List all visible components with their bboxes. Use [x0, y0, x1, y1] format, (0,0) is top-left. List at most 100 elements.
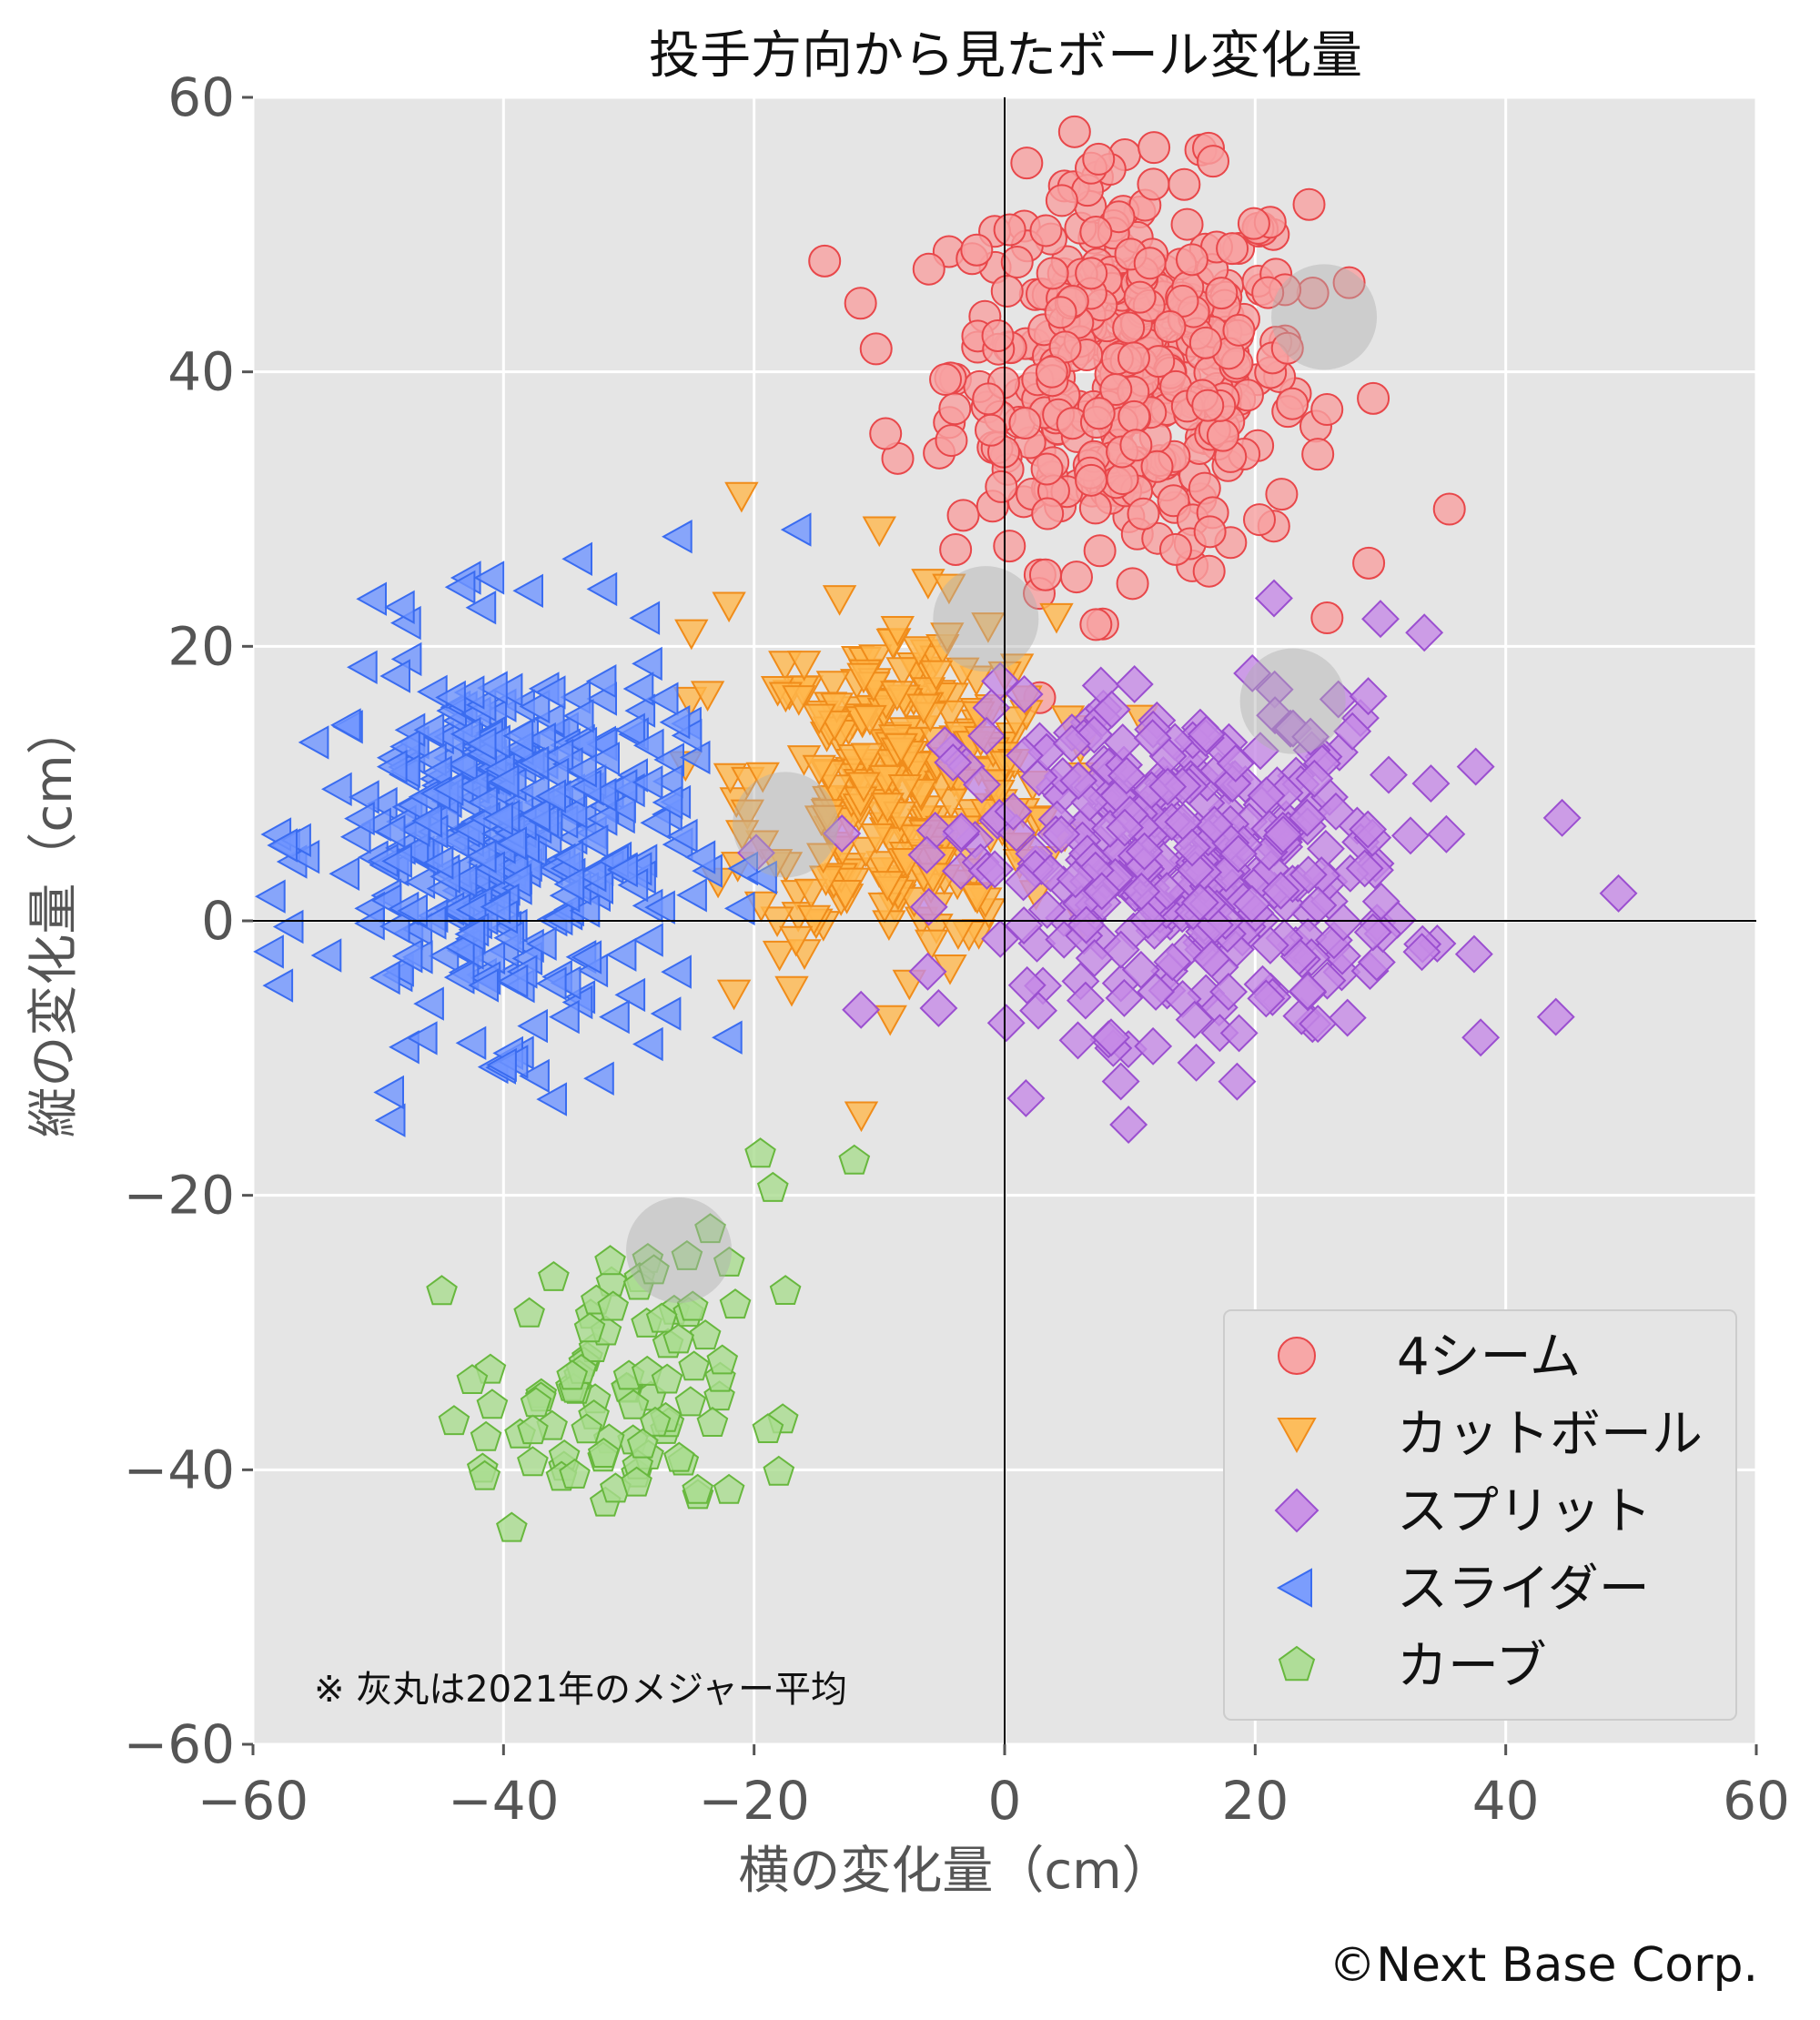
data-point: [1137, 167, 1170, 201]
data-point: [972, 382, 1006, 416]
data-point: [1292, 187, 1326, 221]
series-triangle-left: [253, 512, 812, 1137]
legend-marker: [1278, 1337, 1316, 1375]
data-point: [1079, 216, 1113, 249]
data-point: [597, 1290, 630, 1321]
data-point: [981, 318, 1015, 352]
data-point: [569, 894, 601, 928]
data-point: [993, 530, 1026, 563]
data-point: [470, 1420, 502, 1451]
data-point: [828, 880, 863, 911]
data-point: [870, 871, 905, 902]
data-point: [455, 1025, 487, 1060]
data-point: [1035, 355, 1068, 389]
data-point: [674, 1386, 707, 1417]
copyright-credit: ©Next Base Corp.: [1329, 1938, 1758, 1993]
data-point: [1106, 808, 1145, 847]
data-point: [962, 765, 1001, 804]
data-point: [560, 680, 592, 714]
y-tick-label: 40: [167, 341, 235, 403]
data-point: [1301, 438, 1335, 471]
data-point: [880, 616, 915, 647]
legend-marker: [1277, 1418, 1317, 1454]
data-point: [614, 977, 646, 1013]
data-point: [1059, 762, 1098, 801]
data-point: [1075, 939, 1114, 978]
data-point: [1427, 814, 1466, 853]
data-point: [794, 878, 828, 910]
data-point: [571, 1413, 603, 1444]
data-point: [376, 749, 408, 784]
data-point: [1357, 943, 1396, 982]
x-tick-label: 20: [1221, 1770, 1289, 1832]
data-point: [347, 650, 378, 684]
data-point: [606, 769, 638, 803]
data-point: [438, 1405, 470, 1436]
data-point: [1289, 855, 1328, 894]
average-marker: [626, 1197, 733, 1303]
data-point: [1133, 719, 1172, 758]
data-point: [744, 1137, 776, 1168]
data-point: [756, 1171, 789, 1202]
data-point: [1222, 313, 1256, 347]
data-point: [652, 785, 683, 820]
data-point: [444, 570, 476, 604]
data-point: [782, 685, 816, 716]
data-point: [517, 1008, 548, 1044]
data-point: [457, 769, 489, 804]
data-point: [716, 979, 752, 1011]
data-point: [413, 986, 444, 1021]
series-pentagon: [426, 1137, 871, 1542]
data-point: [1044, 296, 1077, 329]
data-point: [497, 964, 529, 999]
data-point: [908, 952, 947, 991]
data-point: [632, 646, 662, 682]
data-point: [1175, 1000, 1214, 1039]
data-point: [1030, 452, 1064, 486]
data-point: [465, 726, 497, 762]
data-point: [787, 651, 822, 682]
data-point: [520, 798, 551, 833]
data-point: [724, 481, 759, 513]
data-point: [426, 1275, 458, 1306]
data-point: [473, 561, 505, 595]
data-point: [272, 909, 304, 944]
data-point: [1125, 832, 1164, 871]
data-point: [887, 774, 923, 805]
data-point: [432, 772, 464, 806]
data-point: [774, 975, 809, 1007]
average-marker: [1239, 648, 1346, 754]
legend-label: 4シーム: [1397, 1328, 1581, 1387]
data-point: [397, 894, 428, 928]
data-point: [1216, 743, 1255, 783]
data-point: [650, 996, 682, 1031]
data-point: [678, 1350, 710, 1381]
data-point: [1310, 393, 1344, 427]
data-point: [1119, 429, 1153, 462]
data-point: [476, 1389, 509, 1419]
data-point: [1102, 200, 1136, 234]
data-point: [1067, 905, 1106, 944]
data-point: [662, 520, 693, 554]
data-point: [960, 233, 994, 267]
data-point: [769, 1275, 802, 1305]
data-point: [513, 1297, 545, 1328]
data-point: [1092, 1018, 1131, 1057]
legend-marker: [1278, 1645, 1316, 1682]
data-point: [1219, 1014, 1259, 1053]
data-point: [1542, 798, 1582, 837]
data-point: [639, 1406, 672, 1437]
data-point: [1390, 816, 1430, 855]
data-point: [1019, 991, 1058, 1030]
data-point: [684, 840, 716, 874]
data-point: [512, 573, 543, 608]
data-point: [1057, 115, 1091, 148]
data-point: [379, 659, 410, 693]
data-point: [1133, 247, 1167, 280]
data-point: [586, 802, 618, 836]
data-point: [535, 779, 566, 813]
series-circle: [808, 115, 1466, 714]
data-point: [1369, 755, 1408, 794]
data-point: [679, 740, 711, 775]
